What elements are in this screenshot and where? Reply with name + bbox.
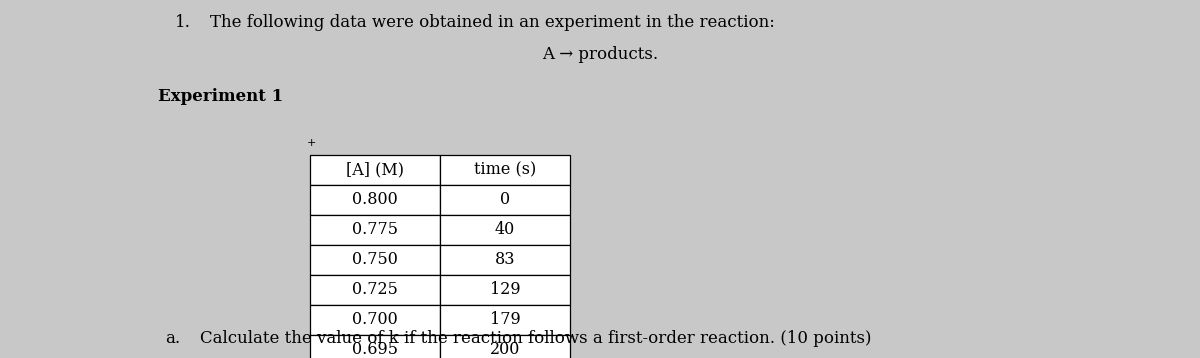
Bar bbox=[440, 335, 570, 358]
Text: 0: 0 bbox=[500, 192, 510, 208]
Text: [A] (M): [A] (M) bbox=[346, 161, 404, 179]
Bar bbox=[310, 305, 440, 335]
Text: a.: a. bbox=[166, 330, 180, 347]
Text: +: + bbox=[307, 138, 317, 148]
Text: A → products.: A → products. bbox=[542, 46, 658, 63]
Bar bbox=[440, 275, 570, 305]
Bar bbox=[310, 275, 440, 305]
Bar bbox=[440, 305, 570, 335]
Text: 129: 129 bbox=[490, 281, 521, 299]
Text: time (s): time (s) bbox=[474, 161, 536, 179]
Bar bbox=[310, 245, 440, 275]
Text: Calculate the value of k if the reaction follows a first-order reaction. (10 poi: Calculate the value of k if the reaction… bbox=[200, 330, 871, 347]
Bar bbox=[310, 335, 440, 358]
Text: 0.800: 0.800 bbox=[352, 192, 398, 208]
Bar bbox=[440, 155, 570, 185]
Text: 200: 200 bbox=[490, 342, 520, 358]
Bar bbox=[310, 185, 440, 215]
Bar bbox=[440, 215, 570, 245]
Text: 83: 83 bbox=[494, 252, 515, 268]
Text: 40: 40 bbox=[494, 222, 515, 238]
Text: 0.725: 0.725 bbox=[352, 281, 398, 299]
Bar bbox=[310, 215, 440, 245]
Text: 0.750: 0.750 bbox=[352, 252, 398, 268]
Bar bbox=[440, 185, 570, 215]
Text: 1.: 1. bbox=[175, 14, 191, 31]
Bar bbox=[440, 245, 570, 275]
Text: The following data were obtained in an experiment in the reaction:: The following data were obtained in an e… bbox=[210, 14, 775, 31]
Bar bbox=[310, 155, 440, 185]
Text: 0.700: 0.700 bbox=[352, 311, 398, 329]
Text: 179: 179 bbox=[490, 311, 521, 329]
Text: 0.775: 0.775 bbox=[352, 222, 398, 238]
Text: 0.695: 0.695 bbox=[352, 342, 398, 358]
Text: Experiment 1: Experiment 1 bbox=[158, 88, 283, 105]
